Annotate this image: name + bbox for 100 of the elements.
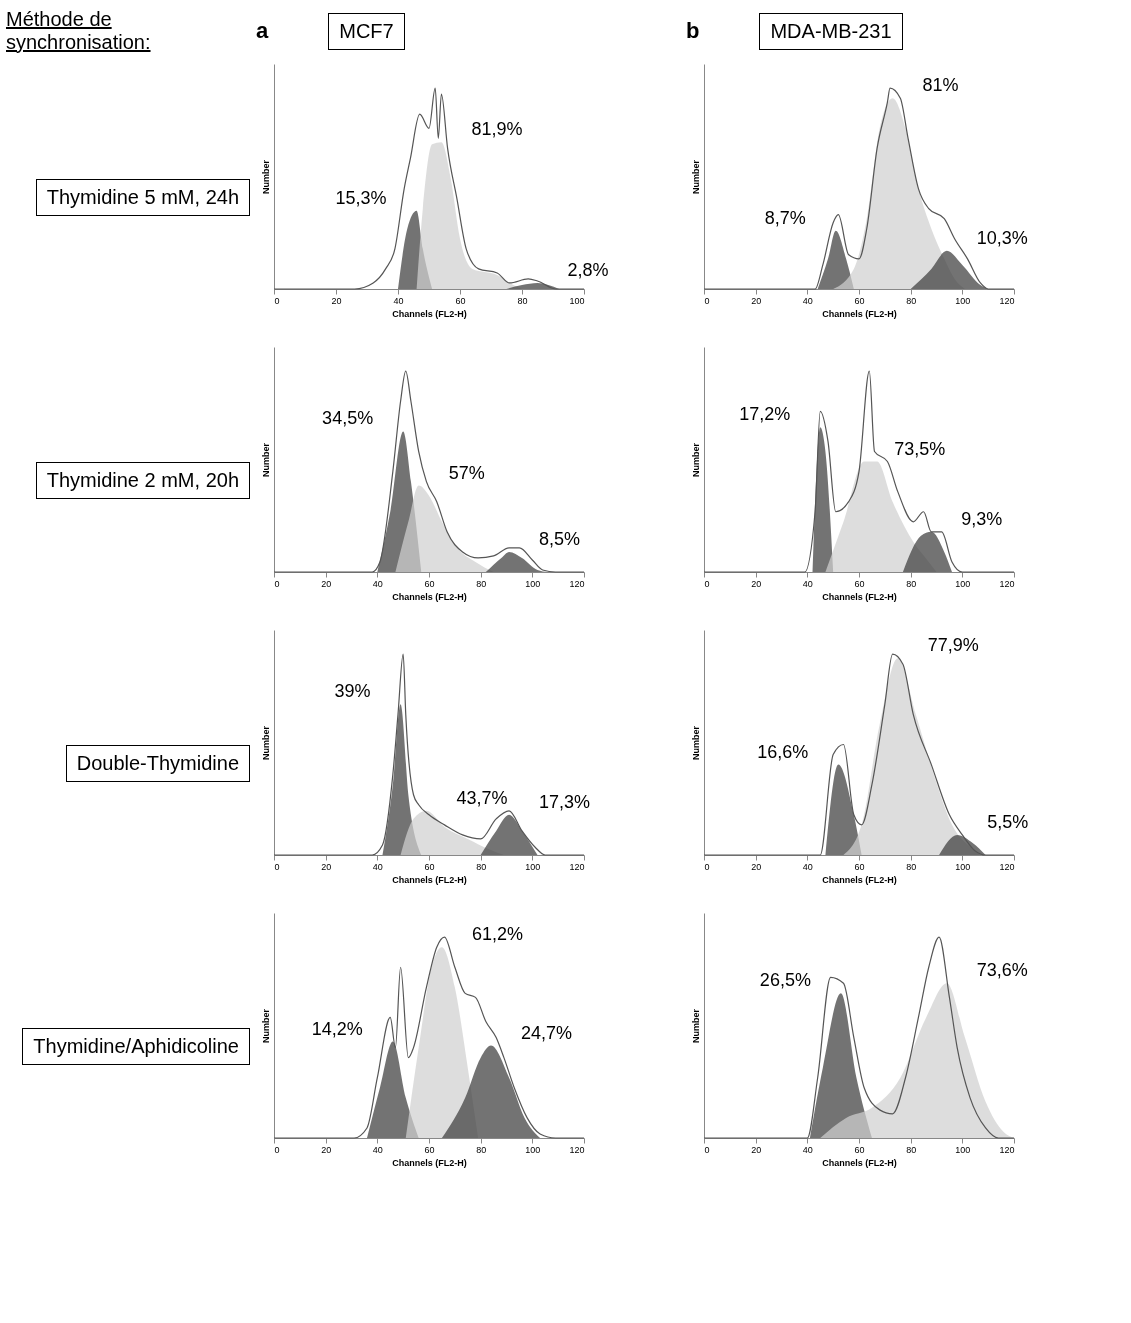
y-axis-title: Number	[690, 159, 701, 195]
y-axis-title: Number	[690, 442, 701, 478]
x-tick-label: 100	[955, 578, 971, 589]
annotation: 81,9%	[471, 119, 523, 140]
x-tick-label: 40	[802, 861, 813, 872]
annotation: 39%	[334, 681, 371, 702]
x-tick-label: 60	[854, 578, 865, 589]
x-tick-label: 80	[906, 861, 917, 872]
x-tick-label: 80	[476, 861, 487, 872]
text: Thymidine 5 mM, 24h	[35, 179, 250, 216]
x-tick-label: 80	[906, 1144, 917, 1155]
y-axis-title: Number	[260, 442, 271, 478]
x-tick-label: 0	[274, 578, 280, 589]
x-axis-title: Channels (FL2-H)	[822, 591, 897, 602]
chart-title: MDA-MB-231	[759, 12, 903, 50]
x-tick-label: 0	[704, 1144, 710, 1155]
x-tick-label: 20	[751, 295, 762, 306]
x-tick-label: 60	[854, 295, 865, 306]
x-tick-label: 0	[704, 861, 710, 872]
y-axis-title: Number	[260, 159, 271, 195]
annotation: 77,9%	[927, 635, 979, 656]
annotation: 43,7%	[456, 787, 508, 808]
annotation: 10,3%	[976, 227, 1028, 248]
annotation: 24,7%	[521, 1022, 573, 1043]
annotation: 8,7%	[764, 207, 806, 228]
y-axis-title: Number	[690, 725, 701, 761]
x-tick-label: 60	[455, 295, 466, 306]
text: a	[256, 18, 269, 44]
x-tick-label: 40	[372, 861, 383, 872]
x-tick-label: 60	[424, 1144, 435, 1155]
x-tick-label: 20	[751, 1144, 762, 1155]
annotation: 61,2%	[471, 924, 523, 945]
x-tick-label: 60	[424, 861, 435, 872]
x-tick-label: 100	[955, 1144, 971, 1155]
x-tick-label: 120	[999, 861, 1015, 872]
x-tick-label: 20	[751, 578, 762, 589]
x-tick-label: 0	[274, 861, 280, 872]
x-tick-label: 60	[424, 578, 435, 589]
x-tick-label: 100	[525, 578, 541, 589]
x-tick-label: 0	[274, 295, 280, 306]
x-tick-label: 100	[525, 1144, 541, 1155]
x-tick-label: 120	[999, 1144, 1015, 1155]
x-axis-title: Channels (FL2-H)	[392, 874, 467, 885]
x-axis-title: Channels (FL2-H)	[822, 1157, 897, 1168]
text: Thymidine/Aphidicoline	[22, 1028, 250, 1065]
x-tick-label: 120	[569, 1144, 585, 1155]
text: Méthode de synchronisation:	[6, 8, 152, 54]
x-tick-label: 80	[476, 578, 487, 589]
x-axis-title: Channels (FL2-H)	[392, 308, 467, 319]
annotation: 73,5%	[894, 438, 946, 459]
annotation: 34,5%	[322, 408, 374, 429]
x-tick-label: 40	[372, 578, 383, 589]
x-tick-label: 20	[751, 861, 762, 872]
x-tick-label: 40	[802, 295, 813, 306]
annotation: 16,6%	[757, 741, 809, 762]
annotation: 17,3%	[539, 791, 591, 812]
x-tick-label: 100	[569, 295, 585, 306]
x-axis-title: Channels (FL2-H)	[822, 874, 897, 885]
x-tick-label: 120	[569, 578, 585, 589]
x-tick-label: 120	[569, 861, 585, 872]
x-axis-title: Channels (FL2-H)	[392, 1157, 467, 1168]
annotation: 17,2%	[739, 404, 791, 425]
x-tick-label: 0	[704, 578, 710, 589]
annotation: 26,5%	[759, 970, 811, 991]
x-tick-label: 40	[393, 295, 404, 306]
text: b	[686, 18, 700, 44]
annotation: 5,5%	[987, 811, 1029, 832]
annotation: 14,2%	[311, 1018, 363, 1039]
x-tick-label: 80	[517, 295, 528, 306]
x-tick-label: 20	[331, 295, 342, 306]
annotation: 15,3%	[335, 187, 387, 208]
x-tick-label: 0	[274, 1144, 280, 1155]
x-tick-label: 20	[321, 578, 332, 589]
x-tick-label: 120	[999, 295, 1015, 306]
x-tick-label: 80	[906, 295, 917, 306]
annotation: 2,8%	[567, 259, 609, 280]
chart-title: MCF7	[328, 12, 405, 50]
x-tick-label: 100	[955, 861, 971, 872]
text: Thymidine 2 mM, 20h	[35, 462, 250, 499]
x-tick-label: 80	[906, 578, 917, 589]
x-tick-label: 80	[476, 1144, 487, 1155]
x-tick-label: 100	[525, 861, 541, 872]
annotation: 73,6%	[976, 960, 1028, 981]
x-tick-label: 40	[802, 1144, 813, 1155]
annotation: 8,5%	[539, 528, 581, 549]
x-axis-title: Channels (FL2-H)	[392, 591, 467, 602]
x-tick-label: 100	[955, 295, 971, 306]
x-tick-label: 20	[321, 1144, 332, 1155]
x-tick-label: 120	[999, 578, 1015, 589]
y-axis-title: Number	[690, 1008, 701, 1044]
x-tick-label: 60	[854, 861, 865, 872]
x-tick-label: 20	[321, 861, 332, 872]
x-tick-label: 40	[372, 1144, 383, 1155]
x-tick-label: 60	[854, 1144, 865, 1155]
text: Double-Thymidine	[65, 745, 250, 782]
annotation: 57%	[448, 462, 485, 483]
x-tick-label: 40	[802, 578, 813, 589]
x-tick-label: 0	[704, 295, 710, 306]
annotation: 9,3%	[961, 508, 1003, 529]
x-axis-title: Channels (FL2-H)	[822, 308, 897, 319]
